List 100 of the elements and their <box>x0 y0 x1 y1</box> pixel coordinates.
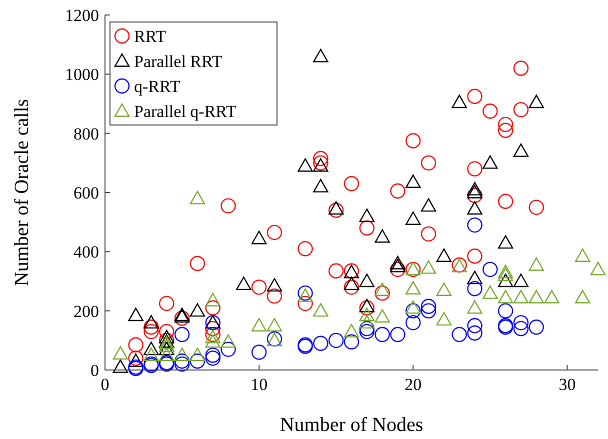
point <box>452 326 467 342</box>
point <box>174 356 190 372</box>
point <box>498 290 514 304</box>
point <box>205 300 220 316</box>
point <box>328 263 344 278</box>
y-tick-label: 800 <box>74 124 99 144</box>
point <box>190 256 206 272</box>
y-tick-label: 400 <box>74 242 99 262</box>
point <box>266 318 282 332</box>
point <box>498 264 514 278</box>
point <box>528 290 544 304</box>
point <box>513 274 529 288</box>
point <box>374 229 390 243</box>
point <box>251 230 267 244</box>
point <box>220 198 236 214</box>
point <box>190 303 206 317</box>
point <box>436 282 452 296</box>
point <box>298 241 313 256</box>
point <box>220 342 236 357</box>
point <box>467 182 482 196</box>
y-tick-label: 1200 <box>65 6 99 25</box>
point <box>190 348 206 362</box>
point <box>467 281 482 296</box>
x-tick-label: 10 <box>250 375 268 394</box>
x-tick-label: 30 <box>558 375 576 394</box>
point <box>236 276 252 290</box>
point <box>344 280 360 295</box>
point <box>205 348 220 363</box>
point <box>374 326 390 342</box>
point <box>344 334 360 350</box>
point <box>298 296 313 312</box>
point <box>467 248 482 264</box>
point <box>359 300 375 316</box>
point <box>528 257 544 271</box>
point <box>452 94 467 108</box>
point <box>298 285 313 301</box>
point <box>513 60 529 76</box>
point <box>467 201 482 215</box>
point <box>436 248 452 262</box>
point <box>266 278 282 292</box>
point <box>205 350 220 366</box>
point <box>528 320 544 335</box>
point <box>374 285 390 301</box>
point <box>128 337 144 352</box>
point <box>482 262 498 278</box>
point <box>344 324 360 338</box>
point <box>174 348 190 362</box>
x-axis-title: Number of Nodes <box>280 414 424 436</box>
point <box>498 303 514 318</box>
y-tick-label: 600 <box>74 184 99 202</box>
point <box>205 326 220 342</box>
point <box>144 324 159 340</box>
point <box>298 158 313 172</box>
point <box>205 320 220 336</box>
point <box>406 303 421 318</box>
point <box>344 276 360 290</box>
point <box>220 334 236 348</box>
point <box>112 359 128 373</box>
point <box>390 326 406 342</box>
point <box>205 292 220 306</box>
point <box>344 176 360 192</box>
point <box>436 312 452 326</box>
point <box>359 324 375 340</box>
point <box>144 348 159 362</box>
point <box>359 274 375 288</box>
point <box>112 346 128 360</box>
point <box>328 202 344 218</box>
point <box>205 330 220 344</box>
point <box>590 262 606 276</box>
point <box>406 315 421 330</box>
point <box>174 354 190 369</box>
point <box>498 116 514 132</box>
point <box>574 248 590 262</box>
legend-label: RRT <box>134 27 167 46</box>
point <box>467 184 482 198</box>
point <box>144 320 159 335</box>
point <box>359 315 375 329</box>
point <box>406 281 421 294</box>
point <box>406 174 421 188</box>
point <box>513 290 529 304</box>
point <box>313 336 328 351</box>
point <box>574 290 590 304</box>
point <box>467 318 482 334</box>
point <box>144 315 159 329</box>
point <box>359 320 375 336</box>
legend-label: q-RRT <box>134 77 181 96</box>
point <box>406 133 421 148</box>
point <box>498 274 514 288</box>
y-tick-label: 1000 <box>65 65 99 84</box>
point <box>528 200 544 215</box>
point <box>513 102 529 118</box>
point <box>159 338 174 352</box>
point <box>498 268 514 282</box>
point <box>266 224 282 240</box>
point <box>159 330 174 344</box>
point <box>467 188 482 204</box>
point <box>159 296 174 312</box>
point <box>420 226 436 242</box>
point <box>513 315 529 330</box>
point <box>482 285 498 299</box>
